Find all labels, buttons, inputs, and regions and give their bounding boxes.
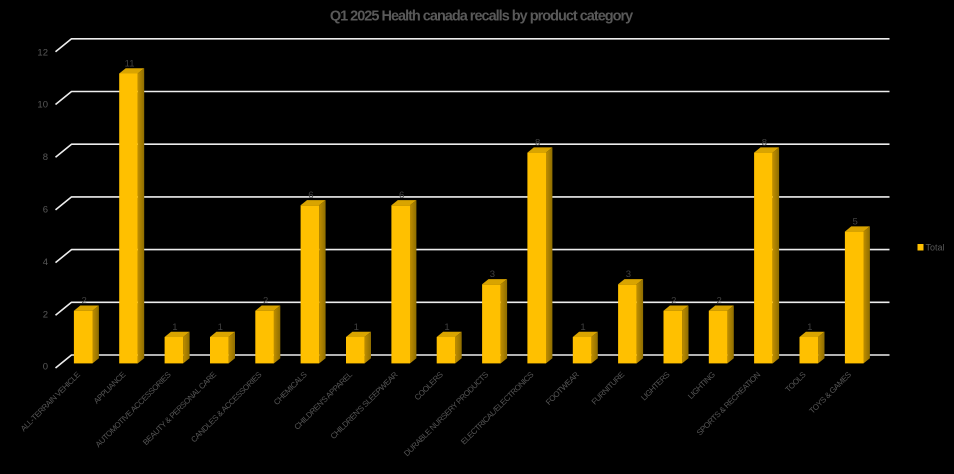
svg-text:4: 4 bbox=[43, 257, 48, 268]
svg-text:8: 8 bbox=[43, 152, 48, 163]
svg-text:6: 6 bbox=[399, 190, 404, 201]
svg-text:8: 8 bbox=[535, 137, 540, 148]
svg-text:2: 2 bbox=[671, 296, 676, 307]
svg-text:0: 0 bbox=[43, 362, 48, 373]
svg-text:3: 3 bbox=[626, 269, 631, 280]
svg-text:2: 2 bbox=[43, 309, 48, 320]
svg-text:5: 5 bbox=[852, 216, 857, 227]
svg-text:Q1 2025 Health canada recalls: Q1 2025 Health canada recalls by product… bbox=[330, 9, 633, 25]
svg-text:Total: Total bbox=[926, 243, 945, 253]
svg-text:1: 1 bbox=[354, 322, 359, 333]
svg-text:1: 1 bbox=[218, 322, 223, 333]
svg-text:8: 8 bbox=[762, 137, 767, 148]
svg-text:10: 10 bbox=[37, 100, 48, 111]
svg-text:1: 1 bbox=[580, 322, 585, 333]
svg-text:6: 6 bbox=[43, 205, 48, 216]
svg-text:2: 2 bbox=[82, 296, 87, 307]
svg-text:6: 6 bbox=[308, 190, 313, 201]
svg-text:1: 1 bbox=[807, 322, 812, 333]
svg-text:2: 2 bbox=[716, 296, 721, 307]
svg-text:1: 1 bbox=[172, 322, 177, 333]
svg-text:2: 2 bbox=[263, 296, 268, 307]
svg-text:3: 3 bbox=[490, 269, 495, 280]
svg-text:11: 11 bbox=[125, 58, 135, 69]
svg-text:12: 12 bbox=[37, 47, 48, 58]
svg-text:1: 1 bbox=[444, 322, 449, 333]
